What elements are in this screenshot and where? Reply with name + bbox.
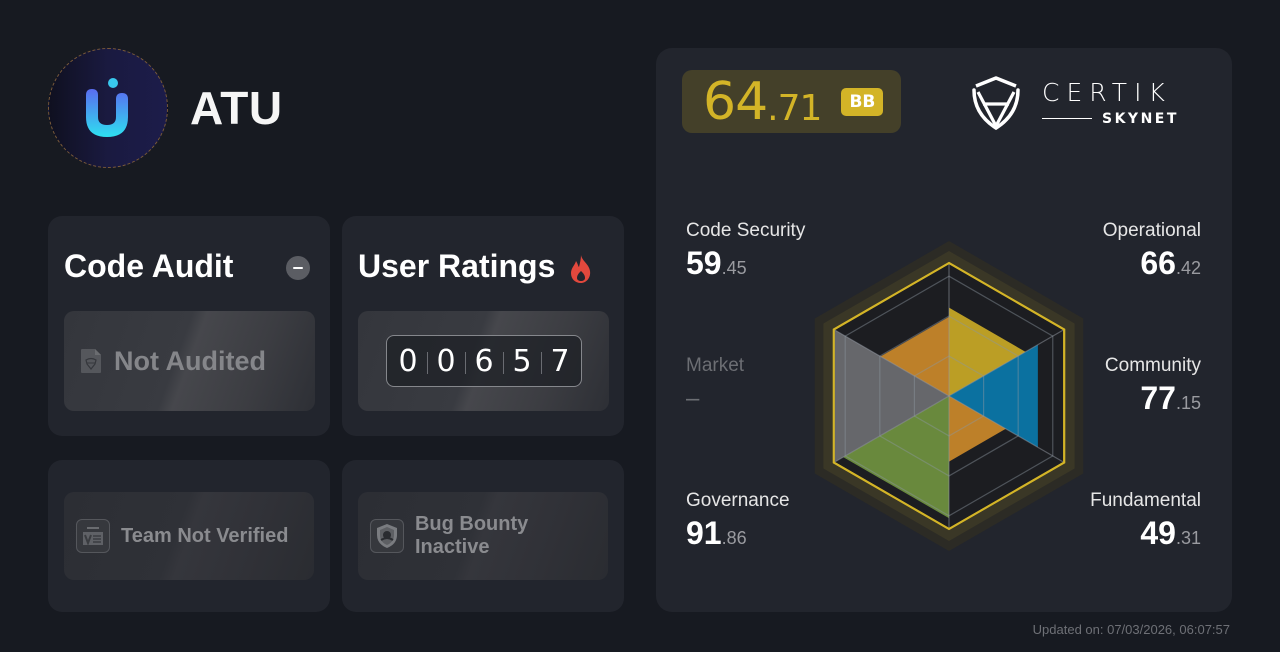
- audit-status-box: Not Audited: [64, 311, 315, 411]
- ratings-counter: 0 0 6 5 7: [386, 335, 582, 387]
- certik-skynet-logo: CERTIK SKYNET: [970, 76, 1179, 130]
- atu-u-logo-icon: [86, 78, 128, 137]
- counter-digit: 5: [503, 344, 541, 379]
- fire-icon: [571, 254, 591, 283]
- metric-fundamental[interactable]: Fundamental 49.31: [1090, 490, 1201, 552]
- team-status-box: Team Not Verified: [64, 492, 314, 580]
- metric-value-int: 66: [1140, 245, 1176, 281]
- metric-value-int: 49: [1140, 515, 1176, 551]
- security-score-panel: 64 .71 BB CERTIK SKYNET Code Security 59…: [656, 48, 1232, 612]
- metric-value-int: –: [686, 385, 700, 412]
- counter-digit: 0: [398, 343, 418, 379]
- metric-value-int: 91: [686, 515, 722, 551]
- code-audit-card[interactable]: Code Audit Not Audited: [48, 216, 330, 436]
- metric-value-dec: .45: [721, 258, 747, 278]
- brand-subtitle: SKYNET: [1102, 110, 1179, 127]
- metric-value-int: 77: [1140, 380, 1176, 416]
- brand-divider: [1042, 117, 1092, 120]
- metric-governance[interactable]: Governance 91.86: [686, 490, 790, 552]
- ratings-counter-box: 0 0 6 5 7: [358, 311, 609, 411]
- counter-digit: 0: [427, 344, 465, 379]
- user-ratings-title: User Ratings: [358, 248, 593, 285]
- bug-bounty-status-box: Bug Bounty Inactive: [358, 492, 608, 580]
- metric-label: Community: [1104, 355, 1201, 376]
- overall-score-badge: 64 .71 BB: [682, 70, 901, 133]
- metric-value-int: 59: [686, 245, 722, 281]
- metric-label: Market: [686, 355, 745, 376]
- audit-document-icon: [81, 349, 101, 373]
- audit-status-text: Not Audited: [114, 345, 266, 376]
- score-radar-chart: [814, 241, 1084, 551]
- metric-code-security[interactable]: Code Security 59.45: [686, 220, 805, 282]
- code-audit-title: Code Audit: [64, 248, 234, 284]
- metric-market[interactable]: Market –: [686, 355, 744, 413]
- metric-value-dec: .42: [1175, 258, 1201, 278]
- counter-digit: 6: [465, 344, 503, 379]
- brand-name: CERTIK: [1042, 77, 1172, 107]
- metric-value-dec: .15: [1175, 393, 1201, 413]
- minus-circle-icon: [286, 256, 310, 280]
- user-ratings-card[interactable]: User Ratings 0 0 6 5 7: [342, 216, 624, 436]
- score-grade: BB: [841, 87, 884, 116]
- updated-timestamp: Updated on: 07/03/2026, 06:07:57: [1032, 622, 1230, 637]
- certik-shield-icon: [972, 76, 1020, 130]
- metric-value-dec: .86: [721, 528, 747, 548]
- bug-bounty-card[interactable]: Bug Bounty Inactive: [342, 460, 624, 612]
- score-integer: 64: [703, 71, 768, 132]
- metric-operational[interactable]: Operational 66.42: [1103, 220, 1201, 282]
- project-name: ATU: [190, 82, 283, 134]
- team-status-text: Team Not Verified: [121, 524, 289, 547]
- score-decimal: .71: [767, 88, 822, 129]
- metric-label: Governance: [686, 490, 790, 511]
- counter-digit: 7: [541, 344, 579, 379]
- metric-community[interactable]: Community 77.15: [1105, 355, 1201, 417]
- user-ratings-label: User Ratings: [358, 248, 556, 284]
- bug-bounty-status-text: Bug Bounty Inactive: [414, 513, 529, 558]
- kyc-card-icon: [76, 519, 110, 553]
- metric-label: Fundamental: [1090, 490, 1201, 511]
- bug-bounty-shield-icon: [370, 519, 404, 553]
- metric-label: Code Security: [686, 220, 806, 241]
- project-logo: [48, 48, 168, 168]
- metric-label: Operational: [1102, 220, 1201, 241]
- team-verification-card[interactable]: Team Not Verified: [48, 460, 330, 612]
- project-header: ATU: [48, 48, 283, 168]
- metric-value-dec: .31: [1175, 528, 1201, 548]
